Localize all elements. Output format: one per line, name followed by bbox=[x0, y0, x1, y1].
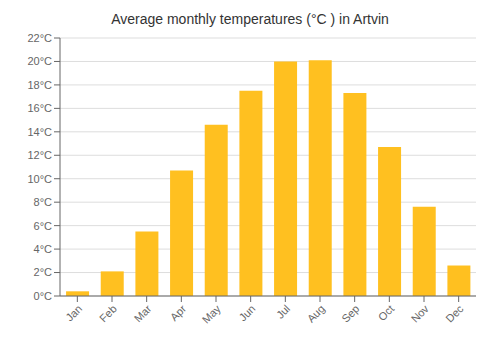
svg-text:12°C: 12°C bbox=[27, 149, 52, 161]
svg-text:10°C: 10°C bbox=[27, 173, 52, 185]
svg-text:Aug: Aug bbox=[305, 302, 327, 324]
svg-text:Sep: Sep bbox=[339, 302, 361, 324]
svg-text:14°C: 14°C bbox=[27, 126, 52, 138]
svg-text:Jan: Jan bbox=[63, 302, 84, 323]
svg-text:22°C: 22°C bbox=[27, 32, 52, 44]
svg-text:Dec: Dec bbox=[443, 302, 466, 325]
svg-text:May: May bbox=[200, 302, 224, 326]
svg-text:Oct: Oct bbox=[376, 302, 397, 323]
svg-text:16°C: 16°C bbox=[27, 102, 52, 114]
svg-text:Apr: Apr bbox=[168, 302, 189, 323]
svg-text:0°C: 0°C bbox=[34, 290, 53, 302]
svg-text:Jul: Jul bbox=[274, 302, 292, 320]
svg-text:Jun: Jun bbox=[237, 302, 258, 323]
html-text:Average monthly temperatures (: Average monthly temperatures (°C ) in Ar… bbox=[111, 11, 389, 27]
svg-text:Nov: Nov bbox=[409, 302, 432, 325]
svg-text:8°C: 8°C bbox=[34, 196, 53, 208]
svg-text:20°C: 20°C bbox=[27, 55, 52, 67]
svg-text:18°C: 18°C bbox=[27, 79, 52, 91]
svg-text:Feb: Feb bbox=[97, 302, 119, 324]
svg-text:6°C: 6°C bbox=[34, 220, 53, 232]
svg-text:2°C: 2°C bbox=[34, 266, 53, 278]
svg-text:4°C: 4°C bbox=[34, 243, 53, 255]
svg-text:Mar: Mar bbox=[132, 302, 154, 324]
